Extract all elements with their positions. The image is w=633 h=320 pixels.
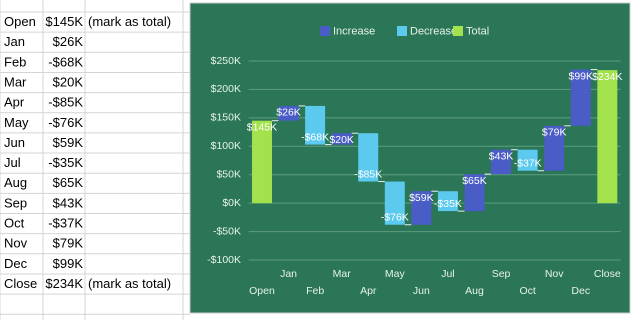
chart: -$100K -$50K $0K $50K $100K $150K $200K $250K In… [207,25,622,296]
data-label: $79K [542,127,567,139]
cell-text: $65K [53,175,84,190]
bar [251,120,272,204]
cell-text: May [4,115,29,130]
x-tick-label: Dec [571,285,590,297]
cell-text: -$68K [48,54,83,69]
cell-text: $234K [45,276,83,291]
cell-text: Apr [4,95,25,110]
cell-text: Jan [4,34,25,49]
spreadsheet: Open $145K (mark as total) Jan $26K Feb -$68K M… [0,0,190,320]
y-tick-label: $200K [211,83,241,95]
bar [570,69,591,126]
legend-swatch [320,26,330,36]
cell-text: Aug [4,175,27,190]
data-label: $26K [276,107,301,119]
y-tick-label: $0K [222,197,241,209]
x-tick-label: Aug [465,285,484,297]
cell-text: Oct [4,216,25,231]
data-label: $99K [568,70,593,82]
cell-text: -$85K [48,95,83,110]
cell-text: -$35K [48,155,83,170]
cell-text: (mark as total) [88,14,171,29]
x-tick-label: Sep [492,268,511,280]
legend-label: Increase [333,25,375,37]
cell-text: Close [4,276,37,291]
y-tick-label: $250K [211,55,241,67]
cell-text: $99K [53,256,84,271]
bar [331,133,352,145]
cell-text: $145K [45,14,83,29]
x-tick-label: Apr [360,285,377,297]
bar [597,70,618,204]
data-label: -$37K [514,158,542,170]
data-label: -$85K [354,168,382,180]
cell-text: $20K [53,74,84,89]
legend-swatch [453,26,463,36]
cell-text: Mar [4,74,27,89]
cell-text: Open [4,14,36,29]
y-tick-label: $100K [211,140,241,152]
data-label: $65K [462,175,487,187]
data-label: $145K [247,121,277,133]
x-tick-label: Open [249,285,275,297]
cell-text: Jun [4,135,25,150]
data-label: -$35K [434,198,462,210]
bar [358,133,379,182]
cell-text: -$37K [48,216,83,231]
bar [517,149,538,171]
cell-text: $43K [53,195,84,210]
y-tick-label: -$50K [213,225,241,237]
y-tick-label: $150K [211,112,241,124]
cell-text: $79K [53,236,84,251]
x-tick-label: Mar [333,268,352,280]
cell-text: Feb [4,54,26,69]
cell-text: Jul [4,155,21,170]
data-label: $43K [489,150,514,162]
x-tick-label: Jun [413,285,430,297]
cell-text: Nov [4,236,28,251]
data-label: $234K [592,71,622,83]
bar [305,105,326,145]
bar [544,125,565,171]
y-tick-label: -$100K [207,254,241,266]
bar [411,191,432,225]
bar [464,174,485,212]
cell-text: Dec [4,256,28,271]
x-tick-label: Jan [280,268,297,280]
legend-swatch [397,26,407,36]
cell-text: -$76K [48,115,83,130]
legend-label: Total [466,25,489,37]
x-tick-label: Nov [545,268,564,280]
x-tick-label: May [385,268,406,280]
y-tick-label: $50K [216,168,241,180]
x-tick-label: Close [594,268,621,280]
bar [437,191,458,212]
legend-label: Decrease [410,25,457,37]
data-label: -$76K [381,212,409,224]
x-tick-label: Feb [306,285,324,297]
cell-text: $59K [53,135,84,150]
cell-text: $26K [53,34,84,49]
cell-text: Sep [4,195,27,210]
bar [278,105,299,121]
bar [491,149,512,175]
bar [384,181,405,225]
cell-text: (mark as total) [88,276,171,291]
x-tick-label: Oct [519,285,535,297]
data-label: $20K [329,134,354,146]
x-tick-label: Jul [441,268,454,280]
data-label: $59K [409,192,434,204]
data-label: -$68K [301,131,329,143]
